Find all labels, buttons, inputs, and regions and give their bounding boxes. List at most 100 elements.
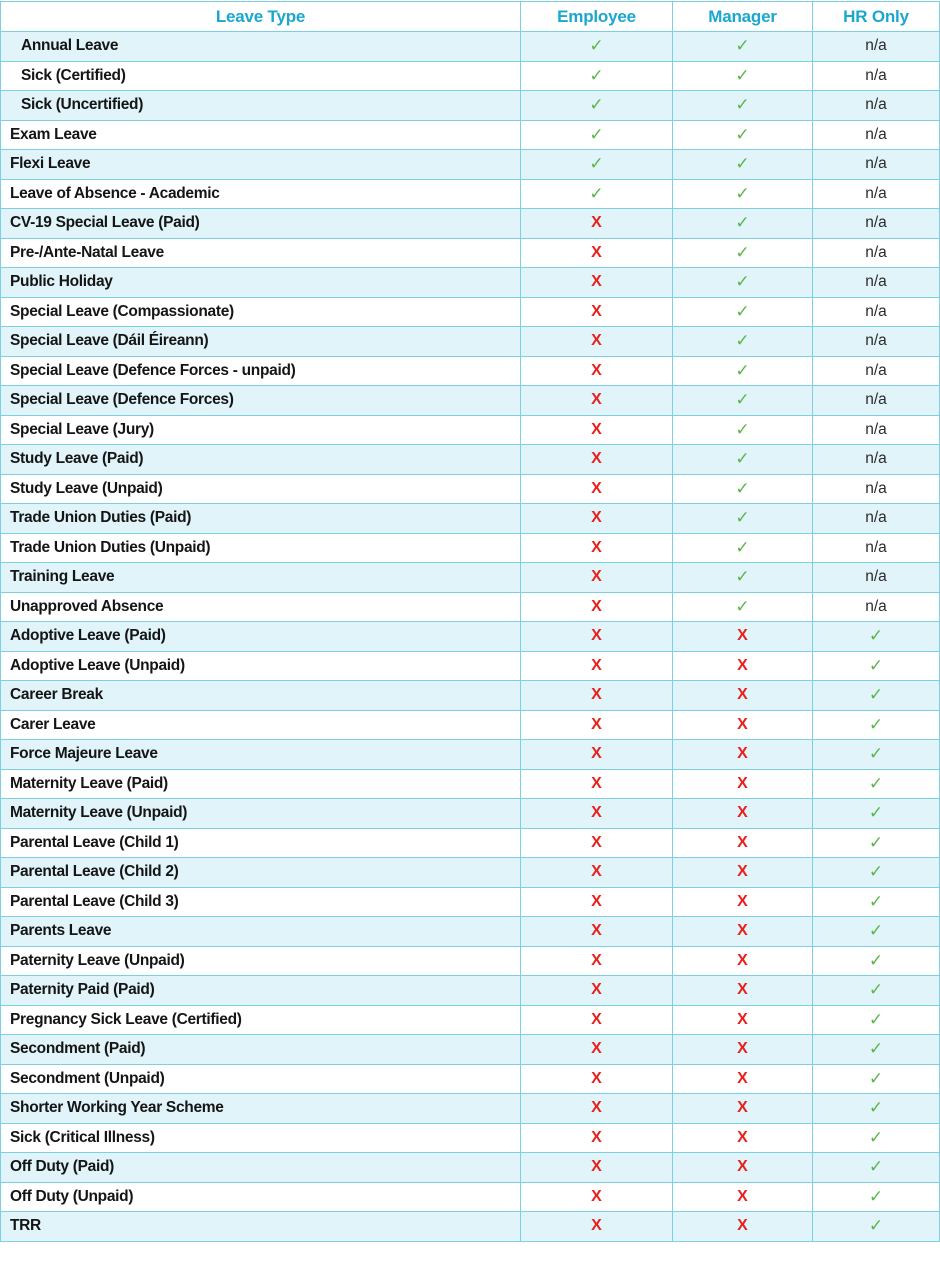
employee-permission-cell: X <box>520 827 673 858</box>
table-row: Secondment (Unpaid) X X ✓ <box>0 1063 940 1094</box>
hr-permission-cell: n/a <box>812 267 940 298</box>
manager-permission-cell: X <box>672 975 813 1006</box>
table-row: Sick (Uncertified) ✓ ✓ n/a <box>0 90 940 121</box>
table-row: Exam Leave ✓ ✓ n/a <box>0 119 940 150</box>
leave-type-label: Adoptive Leave (Paid) <box>0 621 521 652</box>
table-row: Special Leave (Jury) X ✓ n/a <box>0 414 940 445</box>
leave-type-label: Carer Leave <box>0 709 521 740</box>
manager-permission-cell: ✓ <box>672 355 813 386</box>
hr-permission-cell: n/a <box>812 562 940 593</box>
table-row: Parental Leave (Child 2) X X ✓ <box>0 857 940 888</box>
table-row: TRR X X ✓ <box>0 1211 940 1242</box>
table-row: Paternity Paid (Paid) X X ✓ <box>0 975 940 1006</box>
table-row: Pregnancy Sick Leave (Certified) X X ✓ <box>0 1004 940 1035</box>
leave-type-label: Special Leave (Defence Forces - unpaid) <box>0 355 521 386</box>
leave-type-label: Special Leave (Dáil Éireann) <box>0 326 521 357</box>
manager-permission-cell: X <box>672 680 813 711</box>
hr-permission-cell: n/a <box>812 149 940 180</box>
hr-permission-cell: n/a <box>812 444 940 475</box>
table-row: Trade Union Duties (Unpaid) X ✓ n/a <box>0 532 940 563</box>
hr-permission-cell: ✓ <box>812 975 940 1006</box>
table-row: Flexi Leave ✓ ✓ n/a <box>0 149 940 180</box>
table-row: Carer Leave X X ✓ <box>0 709 940 740</box>
leave-type-label: Training Leave <box>0 562 521 593</box>
employee-permission-cell: X <box>520 1034 673 1065</box>
leave-type-label: Sick (Critical Illness) <box>0 1122 521 1153</box>
manager-permission-cell: ✓ <box>672 178 813 209</box>
table-row: Special Leave (Defence Forces) X ✓ n/a <box>0 385 940 416</box>
manager-permission-cell: ✓ <box>672 562 813 593</box>
table-row: Off Duty (Paid) X X ✓ <box>0 1152 940 1183</box>
table-row: Annual Leave ✓ ✓ n/a <box>0 31 940 62</box>
hr-permission-cell: n/a <box>812 119 940 150</box>
table-row: Study Leave (Unpaid) X ✓ n/a <box>0 473 940 504</box>
leave-type-label: Unapproved Absence <box>0 591 521 622</box>
leave-type-label: Sick (Certified) <box>0 60 521 91</box>
hr-permission-cell: n/a <box>812 178 940 209</box>
table-body: Annual Leave ✓ ✓ n/a Sick (Certified) ✓ … <box>0 31 940 1242</box>
column-header-employee: Employee <box>520 1 673 32</box>
table-row: Sick (Critical Illness) X X ✓ <box>0 1122 940 1153</box>
employee-permission-cell: ✓ <box>520 90 673 121</box>
hr-permission-cell: ✓ <box>812 1211 940 1242</box>
leave-type-label: Paternity Paid (Paid) <box>0 975 521 1006</box>
hr-permission-cell: ✓ <box>812 768 940 799</box>
employee-permission-cell: X <box>520 326 673 357</box>
employee-permission-cell: X <box>520 385 673 416</box>
leave-type-label: Special Leave (Compassionate) <box>0 296 521 327</box>
manager-permission-cell: ✓ <box>672 267 813 298</box>
manager-permission-cell: X <box>672 1181 813 1212</box>
manager-permission-cell: ✓ <box>672 119 813 150</box>
hr-permission-cell: ✓ <box>812 945 940 976</box>
employee-permission-cell: X <box>520 945 673 976</box>
column-header-leave-type: Leave Type <box>0 1 521 32</box>
leave-type-label: Secondment (Unpaid) <box>0 1063 521 1094</box>
employee-permission-cell: X <box>520 680 673 711</box>
manager-permission-cell: X <box>672 1034 813 1065</box>
table-row: Sick (Certified) ✓ ✓ n/a <box>0 60 940 91</box>
hr-permission-cell: n/a <box>812 355 940 386</box>
table-row: Special Leave (Dáil Éireann) X ✓ n/a <box>0 326 940 357</box>
manager-permission-cell: X <box>672 650 813 681</box>
employee-permission-cell: X <box>520 444 673 475</box>
hr-permission-cell: n/a <box>812 208 940 239</box>
leave-type-label: Trade Union Duties (Unpaid) <box>0 532 521 563</box>
leave-type-label: Parental Leave (Child 1) <box>0 827 521 858</box>
table-row: Career Break X X ✓ <box>0 680 940 711</box>
employee-permission-cell: X <box>520 1004 673 1035</box>
table-row: Off Duty (Unpaid) X X ✓ <box>0 1181 940 1212</box>
leave-type-label: Study Leave (Unpaid) <box>0 473 521 504</box>
hr-permission-cell: ✓ <box>812 1122 940 1153</box>
column-header-hr-only: HR Only <box>812 1 940 32</box>
manager-permission-cell: ✓ <box>672 296 813 327</box>
hr-permission-cell: ✓ <box>812 886 940 917</box>
hr-permission-cell: ✓ <box>812 857 940 888</box>
manager-permission-cell: X <box>672 1211 813 1242</box>
manager-permission-cell: X <box>672 709 813 740</box>
hr-permission-cell: n/a <box>812 326 940 357</box>
employee-permission-cell: X <box>520 1211 673 1242</box>
leave-type-label: Shorter Working Year Scheme <box>0 1093 521 1124</box>
employee-permission-cell: X <box>520 886 673 917</box>
manager-permission-cell: ✓ <box>672 149 813 180</box>
hr-permission-cell: ✓ <box>812 827 940 858</box>
hr-permission-cell: ✓ <box>812 680 940 711</box>
leave-type-label: Adoptive Leave (Unpaid) <box>0 650 521 681</box>
manager-permission-cell: X <box>672 916 813 947</box>
employee-permission-cell: ✓ <box>520 60 673 91</box>
employee-permission-cell: X <box>520 768 673 799</box>
table-row: Paternity Leave (Unpaid) X X ✓ <box>0 945 940 976</box>
header-row: Leave Type Employee Manager HR Only <box>0 1 940 32</box>
table-row: Maternity Leave (Unpaid) X X ✓ <box>0 798 940 829</box>
employee-permission-cell: X <box>520 709 673 740</box>
hr-permission-cell: n/a <box>812 414 940 445</box>
hr-permission-cell: ✓ <box>812 1063 940 1094</box>
hr-permission-cell: n/a <box>812 473 940 504</box>
hr-permission-cell: ✓ <box>812 1152 940 1183</box>
leave-type-label: Annual Leave <box>0 31 521 62</box>
employee-permission-cell: X <box>520 1093 673 1124</box>
hr-permission-cell: ✓ <box>812 798 940 829</box>
manager-permission-cell: ✓ <box>672 473 813 504</box>
hr-permission-cell: ✓ <box>812 709 940 740</box>
employee-permission-cell: X <box>520 473 673 504</box>
